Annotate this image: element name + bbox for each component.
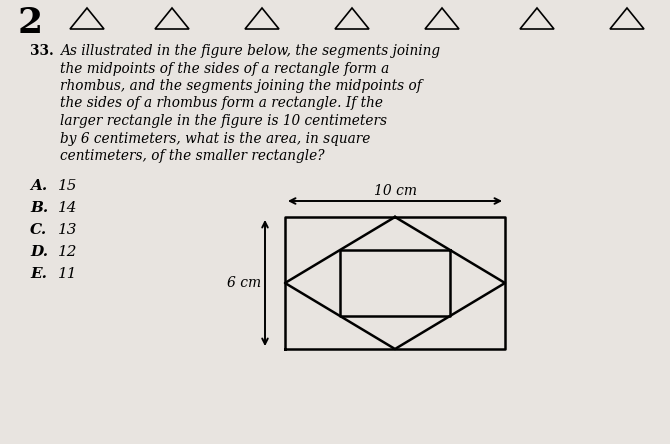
Text: C.: C. (30, 223, 47, 237)
Text: As illustrated in the figure below, the segments joining: As illustrated in the figure below, the … (60, 44, 440, 58)
Text: 2: 2 (18, 6, 43, 40)
Text: 14: 14 (58, 201, 78, 215)
Text: 6 cm: 6 cm (227, 276, 261, 290)
Text: larger rectangle in the figure is 10 centimeters: larger rectangle in the figure is 10 cen… (60, 114, 387, 128)
Text: by 6 centimeters, what is the area, in square: by 6 centimeters, what is the area, in s… (60, 131, 371, 146)
Text: 10 cm: 10 cm (373, 184, 417, 198)
Text: 12: 12 (58, 245, 78, 259)
Text: 33.: 33. (30, 44, 54, 58)
Text: centimeters, of the smaller rectangle?: centimeters, of the smaller rectangle? (60, 149, 324, 163)
Text: 15: 15 (58, 179, 78, 193)
Text: the sides of a rhombus form a rectangle. If the: the sides of a rhombus form a rectangle.… (60, 96, 383, 111)
Text: 13: 13 (58, 223, 78, 237)
Text: rhombus, and the segments joining the midpoints of: rhombus, and the segments joining the mi… (60, 79, 421, 93)
Text: A.: A. (30, 179, 47, 193)
Text: D.: D. (30, 245, 48, 259)
Text: 11: 11 (58, 267, 78, 281)
Text: E.: E. (30, 267, 47, 281)
Text: the midpoints of the sides of a rectangle form a: the midpoints of the sides of a rectangl… (60, 62, 389, 75)
Text: B.: B. (30, 201, 48, 215)
